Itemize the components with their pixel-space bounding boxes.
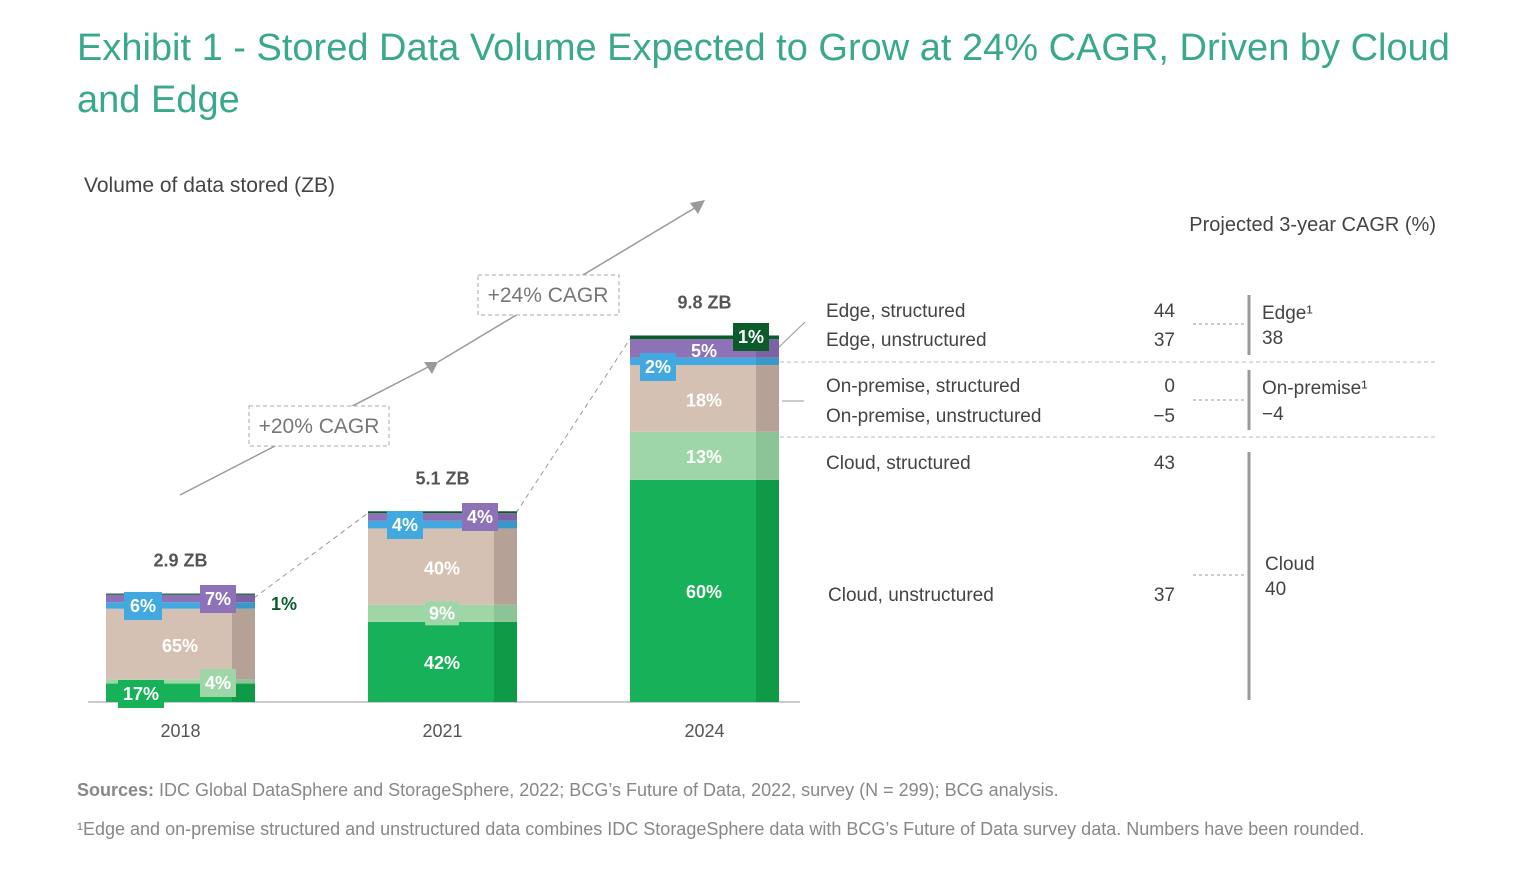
bar-segment-2018-onprem [106,608,232,680]
label-2018-onprem: 65% [162,636,198,656]
cagr-arrow-2-head [690,200,705,214]
label-2018-edge-unstructured-badge [124,592,162,620]
chart-subtitle: Volume of data stored (ZB) [84,174,335,197]
right-panel-heading: Projected 3-year CAGR (%) [1189,214,1436,236]
total-label-2021: 5.1 ZB [415,468,469,488]
bar-segment-side-2021-cloud_unstructured [494,621,517,702]
row-label-onprem-structured: On-premise, structured [826,376,1020,397]
label-2024-cloud-structured: 13% [686,447,722,467]
label-2024-cloud-unstructured: 60% [686,582,722,602]
chart-title: Exhibit 1 - Stored Data Volume Expected … [77,27,1450,121]
label-2024-top-badge [733,323,769,351]
row-label-edge-structured: Edge, structured [826,301,965,322]
label-2021-edge-unstructured: 4% [392,515,418,535]
x-tick-2018: 2018 [160,721,200,741]
row-value-onprem-structured: 0 [1164,376,1175,397]
row-value-cloud-structured: 43 [1154,453,1175,474]
row-label-cloud-unstructured: Cloud, unstructured [828,585,994,606]
label-2024-onprem: 18% [686,390,722,410]
label-2024-edge-unstructured: 2% [645,357,671,377]
x-tick-2021: 2021 [422,721,462,741]
row-label-onprem-unstructured: On-premise, unstructured [826,406,1041,427]
bar-segment-side-2018-edge_blue [232,602,255,609]
label-2018-cloud-unstructured: 17% [123,684,159,704]
bar-segment-2018-edge_blue [106,602,232,609]
total-label-2024: 9.8 ZB [677,292,731,312]
cagr-label-1: +20% CAGR [259,415,380,438]
row-value-onprem-unstructured: −5 [1153,406,1175,427]
label-2021-cloud-structured: 9% [429,603,455,623]
sources-line: Sources: IDC Global DataSphere and Stora… [77,780,1059,801]
bar-segment-2024-cloud_structured [630,431,756,480]
bar-segment-side-2018-top [232,593,255,595]
bar-segment-2021-top [368,511,494,514]
label-2018-cloud-unstructured-badge [118,680,164,708]
row-value-edge-unstructured: 37 [1154,330,1175,351]
group-value-edge: 38 [1262,328,1283,349]
connector-2021-2024 [515,338,631,514]
bar-segment-side-2024-cloud_structured [756,431,779,480]
label-2024-edge-structured: 5% [691,341,717,361]
label-2021-edge-structured: 4% [467,507,493,527]
bar-segment-side-2024-edge_blue [756,357,779,366]
row-value-edge-structured: 44 [1154,301,1176,322]
bar-segment-2018-edge_purple [106,594,232,603]
bar-segment-side-2018-edge_purple [232,594,255,603]
label-2021-cloud-structured-badge [425,601,459,626]
label-2021-edge-unstructured-badge [387,511,423,539]
cagr-label-2: +24% CAGR [488,284,609,307]
label-2018-cloud-structured: 4% [205,673,231,693]
bar-segment-2021-edge_purple [368,513,494,521]
bar-segment-2018-top [106,593,232,595]
label-2018-edge-structured-badge [200,585,236,613]
bar-segment-2021-onprem [368,528,494,605]
row-label-edge-unstructured: Edge, unstructured [826,330,987,351]
cagr-arrow-1-head [424,362,438,374]
label-2024-top: 1% [738,327,764,347]
bar-segment-2021-edge_blue [368,520,494,529]
label-2021-onprem: 40% [424,559,460,579]
bar-segment-side-2018-cloud_structured [232,679,255,684]
label-2018-edge-structured: 7% [205,589,231,609]
bar-segment-2021-cloud_unstructured [368,621,494,702]
connector-2024-legend [777,321,806,349]
sources-label: Sources: [77,780,155,800]
group-name-onprem: On-premise¹ [1262,378,1368,399]
x-tick-2024: 2024 [684,721,724,741]
cagr-box-2 [477,274,620,316]
footnote: ¹Edge and on-premise structured and unst… [77,819,1365,839]
bar-segment-side-2021-onprem [494,528,517,605]
label-2018-cloud-structured-badge [200,669,236,697]
group-value-onprem: −4 [1262,404,1284,425]
bar-segment-side-2021-top [494,511,517,514]
sources-text: IDC Global DataSphere and StorageSphere,… [159,780,1059,800]
label-2021-cloud-unstructured: 42% [424,653,460,673]
label-2018-top: 1% [271,594,297,614]
label-2024-edge-unstructured-badge [640,353,676,381]
bar-segment-side-2018-onprem [232,608,255,680]
cagr-box-1 [248,405,390,447]
label-2018-edge-unstructured: 6% [130,596,156,616]
bar-segment-side-2021-cloud_structured [494,604,517,622]
bar-segment-side-2024-cloud_unstructured [756,479,779,702]
connector-2018-2021 [253,512,369,599]
bar-segment-2018-cloud_structured [106,679,232,684]
bar-segment-side-2024-onprem [756,365,779,432]
total-label-2018: 2.9 ZB [153,551,207,571]
bar-segment-side-2021-edge_blue [494,520,517,529]
bar-segment-side-2021-edge_purple [494,513,517,521]
label-2021-edge-structured-badge [462,503,498,531]
bar-segment-2024-edge_blue [630,357,756,366]
group-name-cloud: Cloud [1265,554,1315,575]
bar-segment-side-2018-cloud_unstructured [232,683,255,702]
row-label-cloud-structured: Cloud, structured [826,453,971,474]
group-name-edge: Edge¹ [1262,303,1313,324]
bar-segment-2024-top [630,335,756,340]
row-value-cloud-unstructured: 37 [1154,585,1175,606]
group-value-cloud: 40 [1265,579,1286,600]
bar-segment-2024-cloud_unstructured [630,479,756,702]
